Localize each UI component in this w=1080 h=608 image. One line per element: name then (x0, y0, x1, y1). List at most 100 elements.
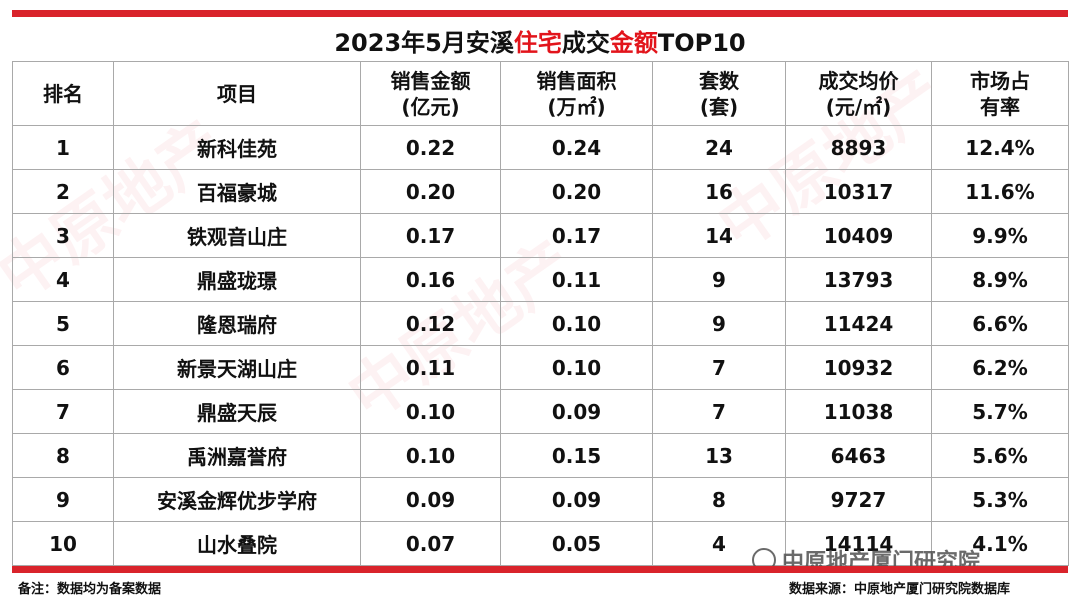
price-cell: 8893 (785, 125, 932, 170)
share-cell: 9.9% (931, 213, 1069, 258)
project-cell: 铁观音山庄 (113, 213, 361, 258)
project-cell: 新科佳苑 (113, 125, 361, 170)
column-header: 项目 (113, 61, 361, 126)
units-cell: 16 (652, 169, 786, 214)
table-row: 8 禹洲嘉誉府 0.10 0.15 13 6463 5.6% (12, 433, 1069, 478)
units-cell: 14 (652, 213, 786, 258)
share-cell: 6.6% (931, 301, 1069, 346)
table-row: 7 鼎盛天辰 0.10 0.09 7 11038 5.7% (12, 389, 1069, 434)
price-cell: 14114 (785, 521, 932, 566)
table-row: 2 百福豪城 0.20 0.20 16 10317 11.6% (12, 169, 1069, 214)
share-cell: 8.9% (931, 257, 1069, 302)
page-title: 2023年5月安溪住宅成交金额TOP10 (0, 26, 1080, 60)
share-cell: 5.3% (931, 477, 1069, 522)
column-header-line2: (套) (699, 94, 739, 119)
rank-cell: 9 (12, 477, 114, 522)
amount-cell: 0.17 (360, 213, 501, 258)
price-cell: 10317 (785, 169, 932, 214)
price-cell: 13793 (785, 257, 932, 302)
price-cell: 6463 (785, 433, 932, 478)
bottom-accent-bar (12, 566, 1068, 573)
rank-cell: 2 (12, 169, 114, 214)
units-cell: 13 (652, 433, 786, 478)
area-cell: 0.10 (500, 301, 653, 346)
project-cell: 鼎盛珑璟 (113, 257, 361, 302)
column-header: 成交均价 (元/㎡) (785, 61, 932, 126)
table-row: 3 铁观音山庄 0.17 0.17 14 10409 9.9% (12, 213, 1069, 258)
amount-cell: 0.12 (360, 301, 501, 346)
area-cell: 0.09 (500, 389, 653, 434)
project-cell: 隆恩瑞府 (113, 301, 361, 346)
column-header-line1: 市场占 (970, 68, 1030, 93)
price-cell: 10932 (785, 345, 932, 390)
column-header-line1: 项目 (217, 81, 257, 106)
price-cell: 11038 (785, 389, 932, 434)
rank-cell: 3 (12, 213, 114, 258)
rank-cell: 8 (12, 433, 114, 478)
area-cell: 0.20 (500, 169, 653, 214)
column-header: 套数 (套) (652, 61, 786, 126)
price-cell: 11424 (785, 301, 932, 346)
units-cell: 24 (652, 125, 786, 170)
price-cell: 9727 (785, 477, 932, 522)
rank-cell: 1 (12, 125, 114, 170)
units-cell: 7 (652, 389, 786, 434)
rank-cell: 6 (12, 345, 114, 390)
project-cell: 山水叠院 (113, 521, 361, 566)
table-row: 6 新景天湖山庄 0.11 0.10 7 10932 6.2% (12, 345, 1069, 390)
share-cell: 5.7% (931, 389, 1069, 434)
rank-cell: 7 (12, 389, 114, 434)
area-cell: 0.05 (500, 521, 653, 566)
units-cell: 7 (652, 345, 786, 390)
column-header-line1: 套数 (699, 68, 739, 93)
share-cell: 6.2% (931, 345, 1069, 390)
amount-cell: 0.16 (360, 257, 501, 302)
table-row: 5 隆恩瑞府 0.12 0.10 9 11424 6.6% (12, 301, 1069, 346)
table-row: 9 安溪金辉优步学府 0.09 0.09 8 9727 5.3% (12, 477, 1069, 522)
area-cell: 0.10 (500, 345, 653, 390)
table-header-row: 排名 项目 销售金额 (亿元) 销售面积 (万㎡) 套数 (套) 成交均价 (元/㎡) 市场占 有率 (12, 61, 1069, 126)
area-cell: 0.11 (500, 257, 653, 302)
column-header-line1: 成交均价 (818, 68, 899, 93)
amount-cell: 0.11 (360, 345, 501, 390)
column-header: 市场占 有率 (931, 61, 1069, 126)
units-cell: 9 (652, 257, 786, 302)
title-highlight-amount: 金额 (609, 29, 658, 57)
column-header-line2: (亿元) (401, 94, 460, 119)
column-header-line2: (万㎡) (547, 94, 606, 119)
top-accent-bar (12, 10, 1068, 17)
area-cell: 0.15 (500, 433, 653, 478)
amount-cell: 0.07 (360, 521, 501, 566)
project-cell: 禹洲嘉誉府 (113, 433, 361, 478)
rank-cell: 10 (12, 521, 114, 566)
column-header: 销售金额 (亿元) (360, 61, 501, 126)
footer-note: 备注：数据均为备案数据 (18, 582, 162, 597)
column-header-line2: (元/㎡) (825, 94, 892, 119)
amount-cell: 0.09 (360, 477, 501, 522)
area-cell: 0.09 (500, 477, 653, 522)
title-highlight-residential: 住宅 (513, 29, 562, 57)
area-cell: 0.17 (500, 213, 653, 258)
price-cell: 10409 (785, 213, 932, 258)
amount-cell: 0.22 (360, 125, 501, 170)
share-cell: 11.6% (931, 169, 1069, 214)
table-row: 10 山水叠院 0.07 0.05 4 14114 4.1% (12, 521, 1069, 566)
title-part-3: TOP10 (657, 29, 746, 57)
table-row: 4 鼎盛珑璟 0.16 0.11 9 13793 8.9% (12, 257, 1069, 302)
footer-source: 数据来源：中原地产厦门研究院数据库 (788, 582, 1010, 597)
title-part-2: 成交 (561, 29, 610, 57)
title-part-1: 2023年5月安溪 (334, 29, 514, 57)
column-header: 排名 (12, 61, 114, 126)
column-header-line1: 销售面积 (536, 68, 617, 93)
project-cell: 百福豪城 (113, 169, 361, 214)
rank-cell: 4 (12, 257, 114, 302)
amount-cell: 0.20 (360, 169, 501, 214)
share-cell: 4.1% (931, 521, 1069, 566)
ranking-table: 排名 项目 销售金额 (亿元) 销售面积 (万㎡) 套数 (套) 成交均价 (元/㎡) 市场占 有率 … (12, 61, 1069, 566)
column-header: 销售面积 (万㎡) (500, 61, 653, 126)
share-cell: 5.6% (931, 433, 1069, 478)
units-cell: 9 (652, 301, 786, 346)
rank-cell: 5 (12, 301, 114, 346)
units-cell: 8 (652, 477, 786, 522)
amount-cell: 0.10 (360, 433, 501, 478)
